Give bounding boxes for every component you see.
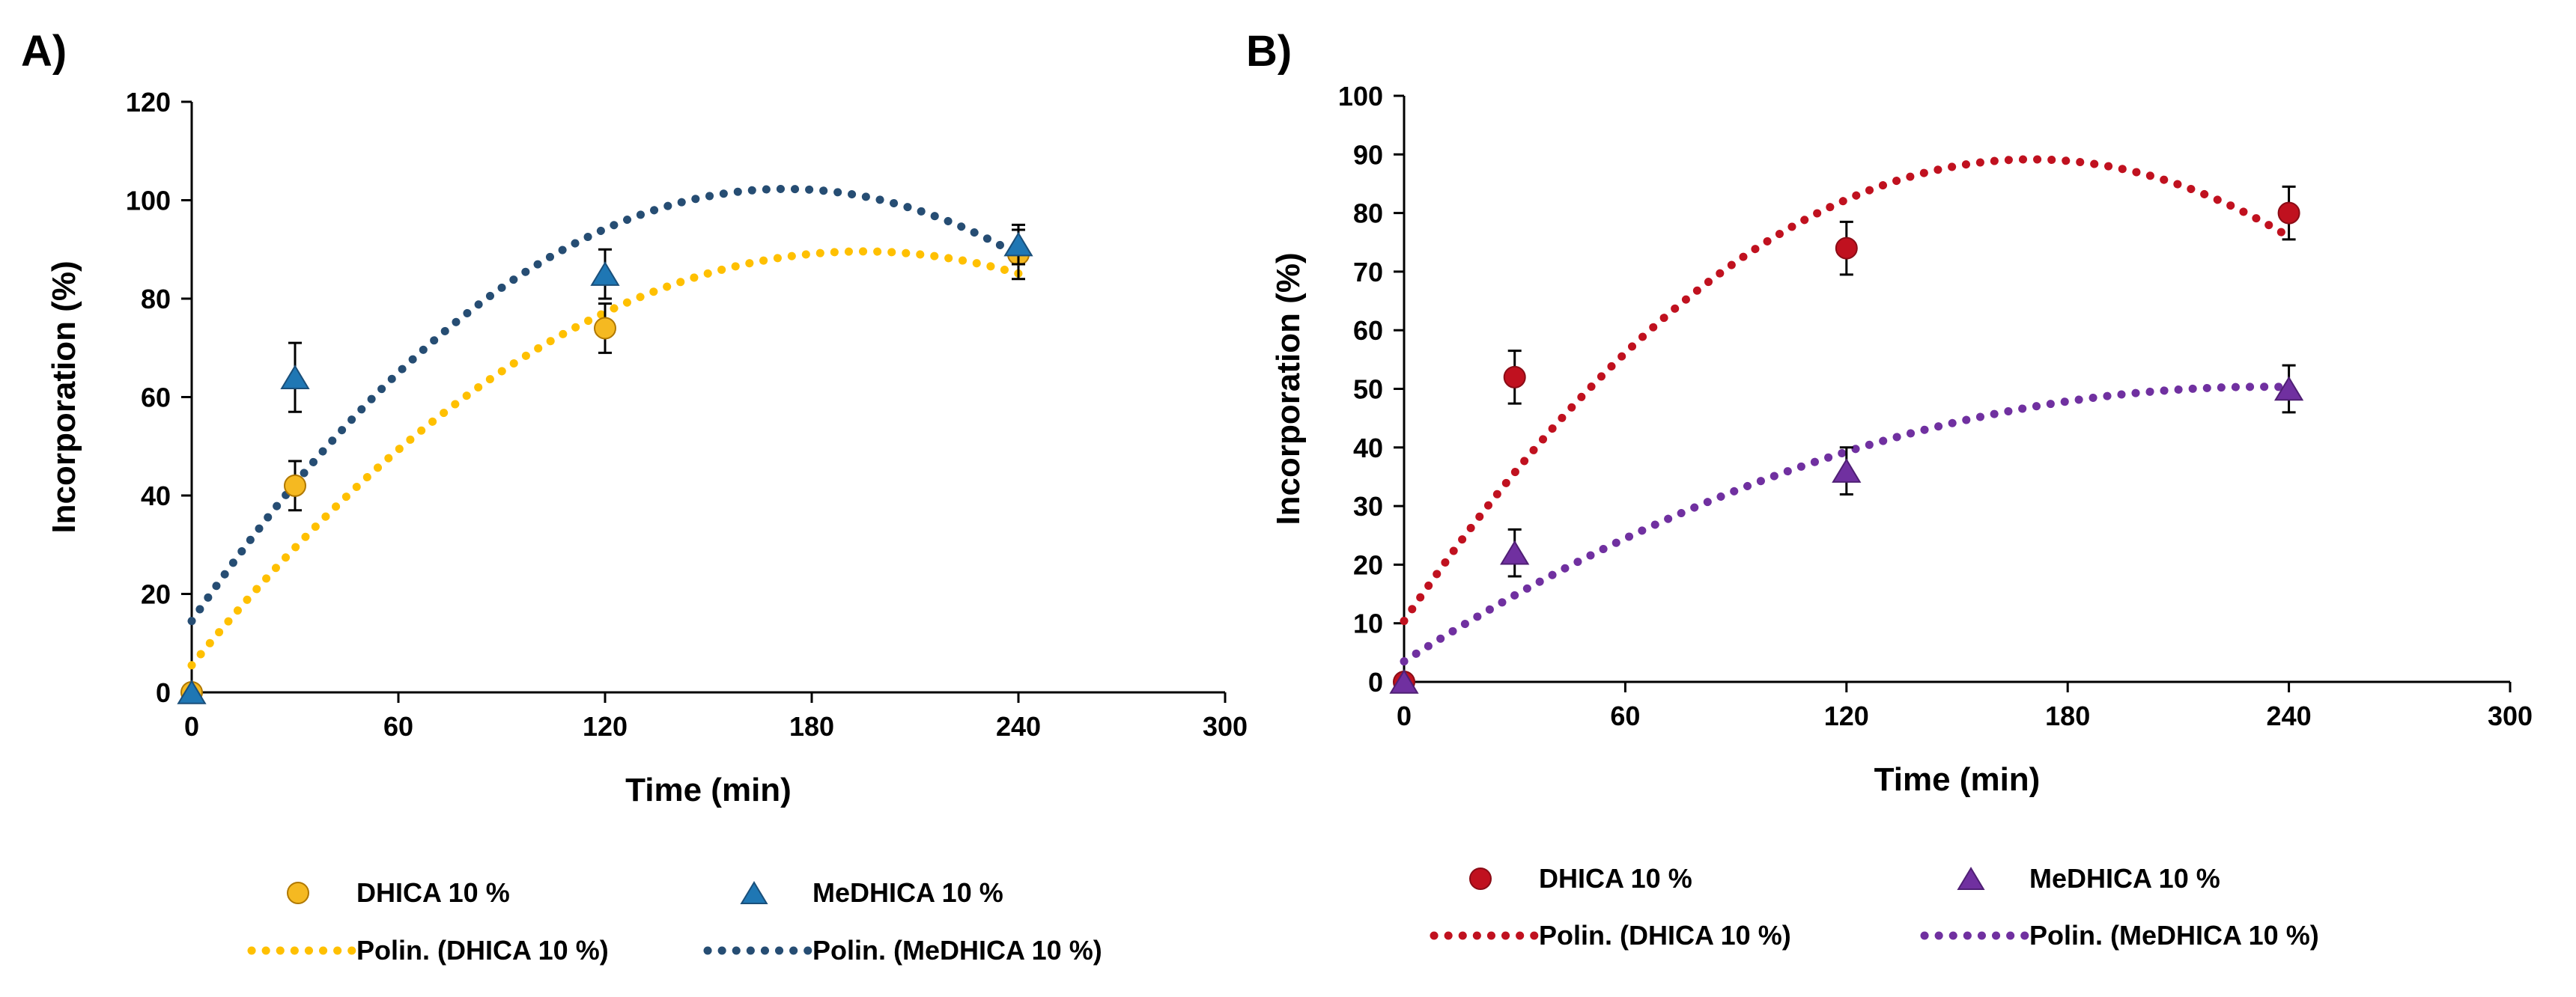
legend-label-medhica: MeDHICA 10 % xyxy=(812,877,1003,908)
chart-panel-a: A) 0 20 40 60 80 100 120 0 60 120 180 240 300 Time (mi… xyxy=(21,27,1248,966)
x-tick-label: 0 xyxy=(184,711,199,742)
x-tick-label: 300 xyxy=(1203,711,1248,742)
panel-label: B) xyxy=(1246,27,1292,76)
y-tick-label: 120 xyxy=(126,87,171,118)
y-tick-label: 100 xyxy=(126,186,171,216)
data-point-medhica xyxy=(1832,458,1862,483)
data-point-medhica xyxy=(1500,540,1530,565)
legend-marker-medhica xyxy=(1957,867,1985,890)
data-point-medhica xyxy=(2273,376,2304,401)
legend-trend-label-medhica: Polin. (MeDHICA 10 %) xyxy=(812,935,1102,966)
legend-marker-dhica xyxy=(287,882,309,904)
chart-panel-b: B) 0 10 20 30 40 50 60 70 80 90 100 0 60 120 180 240 300 T… xyxy=(1246,27,2533,951)
legend-label-dhica: DHICA 10 % xyxy=(1539,863,1692,894)
y-tick-label: 10 xyxy=(1353,609,1383,639)
legend-label-medhica: MeDHICA 10 % xyxy=(2029,863,2220,894)
y-axis-title: Incorporation (%) xyxy=(1270,252,1307,525)
y-tick-label: 80 xyxy=(141,284,171,314)
x-tick-label: 240 xyxy=(2267,701,2312,731)
legend-trend-label-dhica: Polin. (DHICA 10 %) xyxy=(356,935,609,966)
x-tick-label: 60 xyxy=(1610,701,1640,731)
x-tick-label: 60 xyxy=(383,711,413,742)
panel-label: A) xyxy=(21,27,67,76)
y-tick-label: 90 xyxy=(1353,139,1383,170)
y-tick-label: 0 xyxy=(1368,667,1383,698)
y-tick-label: 60 xyxy=(1353,315,1383,346)
y-tick-label: 40 xyxy=(141,481,171,511)
trend-line-medhica xyxy=(1400,382,2294,666)
data-point-dhica xyxy=(594,317,616,340)
y-tick-label: 0 xyxy=(156,677,171,708)
x-tick-label: 180 xyxy=(2045,701,2090,731)
data-point-medhica xyxy=(1389,669,1419,694)
x-tick-label: 0 xyxy=(1397,701,1412,731)
data-point-medhica xyxy=(590,261,620,286)
data-point-medhica xyxy=(280,365,310,389)
x-tick-label: 120 xyxy=(583,711,628,742)
x-axis-title: Time (min) xyxy=(1874,761,2041,798)
data-point-dhica xyxy=(2277,201,2300,225)
y-tick-label: 50 xyxy=(1353,374,1383,405)
data-point-dhica xyxy=(1835,237,1858,260)
data-point-dhica xyxy=(284,474,306,497)
trend-line-dhica xyxy=(187,247,1023,670)
legend-marker-dhica xyxy=(1469,868,1492,890)
y-tick-label: 20 xyxy=(1353,549,1383,580)
legend-trend-label-dhica: Polin. (DHICA 10 %) xyxy=(1539,920,1791,951)
trend-line-dhica xyxy=(1400,155,2294,626)
x-tick-label: 240 xyxy=(996,711,1041,742)
x-tick-label: 180 xyxy=(789,711,834,742)
legend-trend-label-medhica: Polin. (MeDHICA 10 %) xyxy=(2029,920,2319,951)
y-axis-title: Incorporation (%) xyxy=(46,260,82,533)
legend-label-dhica: DHICA 10 % xyxy=(356,877,510,908)
data-point-medhica xyxy=(1003,231,1033,257)
y-tick-label: 20 xyxy=(141,579,171,610)
x-tick-label: 300 xyxy=(2488,701,2533,731)
y-tick-label: 40 xyxy=(1353,433,1383,463)
y-tick-label: 80 xyxy=(1353,198,1383,229)
y-tick-label: 60 xyxy=(141,382,171,413)
legend-marker-medhica xyxy=(740,881,768,904)
y-tick-label: 30 xyxy=(1353,491,1383,522)
x-tick-label: 120 xyxy=(1824,701,1869,731)
y-tick-label: 100 xyxy=(1338,81,1383,112)
x-axis-title: Time (min) xyxy=(625,772,792,808)
y-tick-label: 70 xyxy=(1353,257,1383,287)
data-point-dhica xyxy=(1503,365,1526,388)
data-point-medhica xyxy=(177,680,207,704)
trend-line-medhica xyxy=(187,184,1023,626)
